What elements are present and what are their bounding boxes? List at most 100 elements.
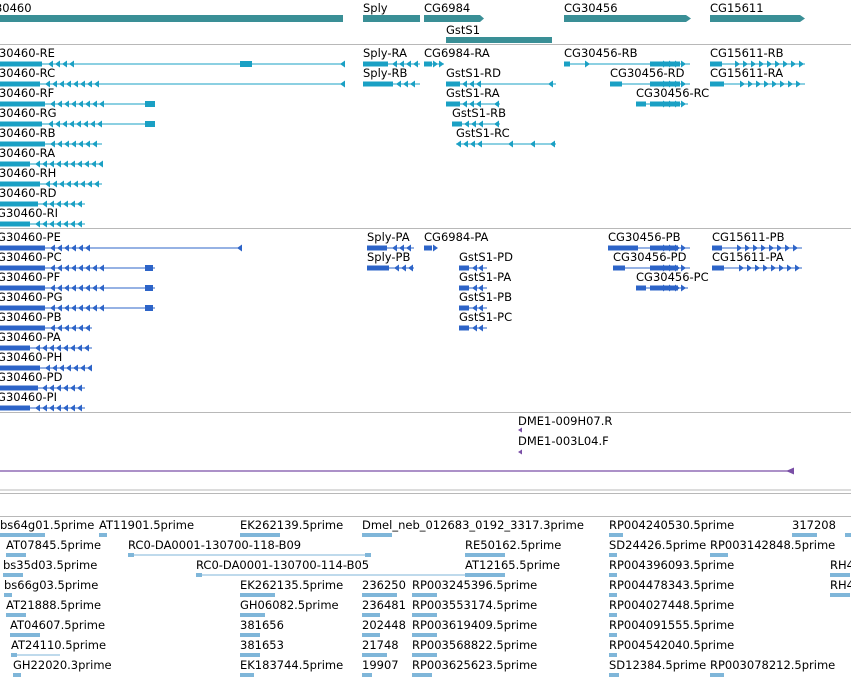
strand-arrow[interactable] <box>69 120 74 128</box>
strand-arrow[interactable] <box>70 200 75 208</box>
strand-arrow[interactable] <box>59 80 64 88</box>
exon-block[interactable] <box>145 265 153 271</box>
strand-arrow[interactable] <box>464 120 469 128</box>
strand-arrow[interactable] <box>433 244 438 252</box>
strand-arrow[interactable] <box>78 304 83 312</box>
strand-arrow[interactable] <box>63 384 68 392</box>
strand-arrow[interactable] <box>49 200 54 208</box>
exon-block[interactable] <box>0 101 45 107</box>
strand-arrow[interactable] <box>71 100 76 108</box>
cds-label[interactable]: GstS1-PD <box>459 250 513 264</box>
strand-arrow[interactable] <box>42 344 47 352</box>
exon-block[interactable] <box>459 325 469 331</box>
exon-block[interactable] <box>636 285 646 291</box>
cds-label[interactable]: CG30456-PB <box>608 230 681 244</box>
est-label[interactable]: RP003078212.5prime <box>710 658 836 672</box>
gene-label[interactable]: CG6984 <box>424 1 471 15</box>
exon-block[interactable] <box>363 61 388 67</box>
exon-block[interactable] <box>367 265 389 271</box>
strand-arrow[interactable] <box>78 140 83 148</box>
strand-arrow[interactable] <box>71 324 76 332</box>
transcript-label[interactable]: GstS1-RA <box>446 86 500 100</box>
strand-arrow[interactable] <box>585 60 590 68</box>
exon-block[interactable] <box>0 285 45 291</box>
strand-arrow[interactable] <box>50 264 55 272</box>
strand-arrow[interactable] <box>787 264 792 272</box>
strand-arrow[interactable] <box>663 60 668 68</box>
strand-arrow[interactable] <box>392 244 397 252</box>
strand-arrow[interactable] <box>50 324 55 332</box>
strand-arrow[interactable] <box>57 304 62 312</box>
exon-block[interactable] <box>830 593 850 597</box>
transcript-label[interactable]: GstS1-RC <box>456 126 510 140</box>
est-label[interactable]: AT24110.5prime <box>11 638 107 652</box>
strand-arrow[interactable] <box>675 60 680 68</box>
strand-arrow[interactable] <box>675 244 680 252</box>
strand-arrow[interactable] <box>63 220 68 228</box>
strand-arrow[interactable] <box>771 264 776 272</box>
strand-arrow[interactable] <box>57 324 62 332</box>
exon-block[interactable] <box>145 305 153 311</box>
strand-arrow[interactable] <box>52 80 57 88</box>
exon-block[interactable] <box>446 81 460 87</box>
gene-bar[interactable] <box>710 15 805 22</box>
exon-block[interactable] <box>609 673 619 677</box>
exon-block[interactable] <box>11 653 17 657</box>
strand-arrow[interactable] <box>63 200 68 208</box>
est-label[interactable]: SD24426.5prime <box>609 538 707 552</box>
exon-block[interactable] <box>0 81 40 87</box>
strand-arrow[interactable] <box>675 100 680 108</box>
exon-block[interactable] <box>196 573 202 577</box>
strand-arrow[interactable] <box>472 284 477 292</box>
est-label[interactable]: 381656 <box>240 618 284 632</box>
strand-arrow[interactable] <box>59 364 64 372</box>
gene-bar[interactable] <box>0 15 343 22</box>
strand-arrow[interactable] <box>669 264 674 272</box>
strand-arrow[interactable] <box>469 100 474 108</box>
strand-arrow[interactable] <box>63 160 68 168</box>
exon-block[interactable] <box>446 101 460 107</box>
strand-arrow[interactable] <box>71 140 76 148</box>
strand-arrow[interactable] <box>675 264 680 272</box>
strand-arrow[interactable] <box>45 80 50 88</box>
strand-arrow[interactable] <box>92 264 97 272</box>
strand-arrow[interactable] <box>478 304 483 312</box>
strand-arrow[interactable] <box>463 140 468 148</box>
strand-arrow[interactable] <box>63 344 68 352</box>
est-label[interactable]: AT04607.5prime <box>10 618 106 632</box>
strand-arrow[interactable] <box>469 80 474 88</box>
strand-arrow[interactable] <box>681 264 686 272</box>
exon-block[interactable] <box>6 553 26 557</box>
transcript-label[interactable]: CG30456-RB <box>564 46 638 60</box>
strand-arrow[interactable] <box>477 140 482 148</box>
exon-block[interactable] <box>362 533 392 537</box>
est-label[interactable]: RP003625623.5prime <box>412 658 538 672</box>
strand-arrow[interactable] <box>780 80 785 88</box>
cds-label[interactable]: CG30456-PC <box>636 270 709 284</box>
exon-block[interactable] <box>240 61 252 67</box>
strand-arrow[interactable] <box>783 60 788 68</box>
strand-arrow[interactable] <box>756 80 761 88</box>
exon-block[interactable] <box>424 61 432 67</box>
est-label[interactable]: AT21888.5prime <box>6 598 102 612</box>
transcript-label[interactable]: CG15611-RA <box>710 66 784 80</box>
strand-arrow[interactable] <box>94 80 99 88</box>
strand-arrow[interactable] <box>45 180 50 188</box>
est-label[interactable]: SD12384.5prime <box>609 658 707 672</box>
gene-bar[interactable] <box>564 15 691 22</box>
est-label[interactable]: 236250 <box>362 578 406 592</box>
cds-glyphs[interactable] <box>0 229 851 412</box>
est-label[interactable]: GH06082.5prime <box>240 598 339 612</box>
strand-arrow[interactable] <box>759 60 764 68</box>
gene-label[interactable]: CG30456 <box>564 1 618 15</box>
strand-arrow[interactable] <box>799 60 804 68</box>
strand-arrow[interactable] <box>456 140 461 148</box>
est-label[interactable]: RP004240530.5prime <box>609 518 735 532</box>
gene-label[interactable]: CG15611 <box>710 1 764 15</box>
strand-arrow[interactable] <box>78 284 83 292</box>
